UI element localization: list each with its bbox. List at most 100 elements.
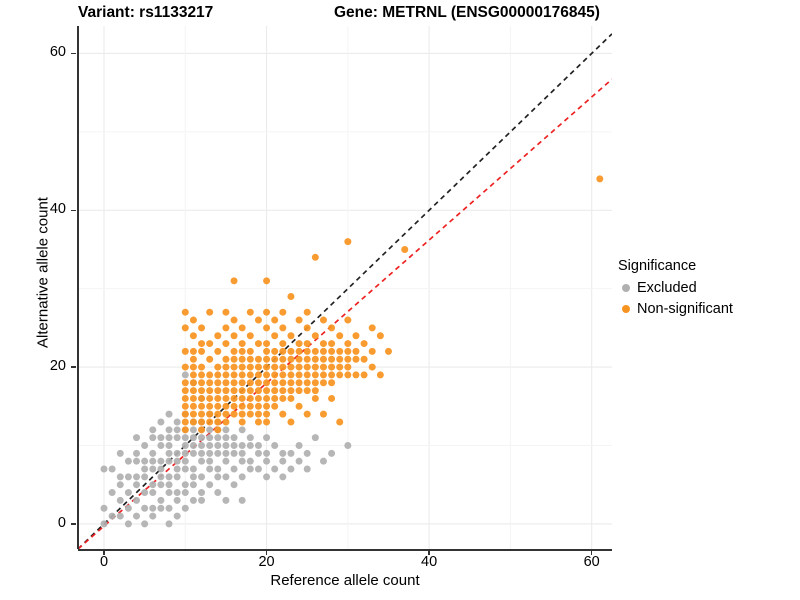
scatter-point: [246, 308, 254, 316]
x-tick-label: 20: [258, 554, 275, 570]
scatter-point: [222, 371, 230, 379]
scatter-point: [271, 363, 279, 371]
scatter-point: [246, 434, 254, 442]
legend-item-non-significant[interactable]: Non-significant: [618, 298, 798, 319]
scatter-point: [165, 449, 173, 457]
scatter-point: [246, 379, 254, 387]
scatter-point: [287, 379, 295, 387]
scatter-point: [165, 520, 173, 528]
scatter-point: [198, 426, 206, 434]
scatter-point: [181, 308, 189, 316]
scatter-point: [214, 434, 222, 442]
x-tick-mark: [265, 550, 268, 555]
y-tick-mark: [71, 366, 76, 368]
scatter-point: [165, 504, 173, 512]
scatter-point: [189, 481, 197, 489]
scatter-point: [254, 316, 262, 324]
scatter-point: [319, 457, 327, 465]
scatter-point: [271, 332, 279, 340]
x-tick-label: 0: [99, 554, 109, 570]
scatter-point: [319, 355, 327, 363]
scatter-point: [360, 355, 368, 363]
scatter-point: [116, 512, 124, 520]
scatter-point: [149, 481, 157, 489]
scatter-point: [295, 363, 303, 371]
scatter-point: [254, 410, 262, 418]
scatter-point: [246, 410, 254, 418]
scatter-point: [360, 340, 368, 348]
scatter-point: [222, 410, 230, 418]
scatter-point: [303, 387, 311, 395]
scatter-point: [254, 355, 262, 363]
scatter-point: [254, 465, 262, 473]
scatter-point: [279, 410, 287, 418]
scatter-point: [181, 504, 189, 512]
scatter-point: [263, 340, 271, 348]
scatter-point: [336, 371, 344, 379]
scatter-point: [173, 473, 181, 481]
scatter-point: [376, 371, 384, 379]
x-axis-title: Reference allele count: [270, 572, 420, 589]
scatter-point: [279, 340, 287, 348]
gene-title: Gene: METRNL (ENSG00000176845): [334, 4, 600, 21]
scatter-point: [287, 332, 295, 340]
scatter-point: [287, 449, 295, 457]
scatter-point: [222, 387, 230, 395]
scatter-point: [279, 457, 287, 465]
scatter-point: [206, 434, 214, 442]
scatter-point: [214, 410, 222, 418]
scatter-point: [189, 418, 197, 426]
scatter-point: [165, 481, 173, 489]
scatter-point: [271, 387, 279, 395]
scatter-point: [271, 355, 279, 363]
scatter-point: [287, 418, 295, 426]
scatter-point: [303, 308, 311, 316]
scatter-point: [238, 324, 246, 332]
scatter-point: [263, 277, 271, 285]
scatter-point: [279, 363, 287, 371]
scatter-point: [198, 434, 206, 442]
scatter-point: [124, 489, 132, 497]
legend-item-label: Excluded: [637, 279, 697, 296]
scatter-point: [222, 473, 230, 481]
scatter-point: [238, 379, 246, 387]
scatter-point: [279, 387, 287, 395]
scatter-point: [189, 441, 197, 449]
scatter-point: [141, 504, 149, 512]
legend-item-excluded[interactable]: Excluded: [618, 277, 798, 298]
scatter-point: [303, 465, 311, 473]
scatter-point: [311, 253, 319, 261]
scatter-point: [287, 465, 295, 473]
scatter-point: [319, 347, 327, 355]
scatter-point: [214, 465, 222, 473]
scatter-point: [206, 371, 214, 379]
scatter-point: [141, 520, 149, 528]
scatter-point: [336, 332, 344, 340]
scatter-point: [303, 449, 311, 457]
scatter-point: [263, 457, 271, 465]
scatter-point: [149, 465, 157, 473]
scatter-point: [214, 371, 222, 379]
scatter-point: [189, 316, 197, 324]
scatter-plot-canvas: [78, 26, 612, 549]
scatter-point: [124, 473, 132, 481]
scatter-point: [141, 441, 149, 449]
scatter-point: [198, 324, 206, 332]
scatter-point: [319, 363, 327, 371]
scatter-point: [230, 394, 238, 402]
scatter-point: [214, 418, 222, 426]
scatter-point: [181, 394, 189, 402]
scatter-point: [173, 449, 181, 457]
scatter-point: [254, 387, 262, 395]
scatter-point: [222, 363, 230, 371]
scatter-point: [303, 410, 311, 418]
scatter-point: [214, 394, 222, 402]
scatter-point: [263, 418, 271, 426]
scatter-point: [271, 379, 279, 387]
scatter-point: [206, 402, 214, 410]
scatter-point: [181, 434, 189, 442]
scatter-point: [303, 340, 311, 348]
scatter-series-excluded: [100, 371, 352, 528]
scatter-point: [319, 371, 327, 379]
